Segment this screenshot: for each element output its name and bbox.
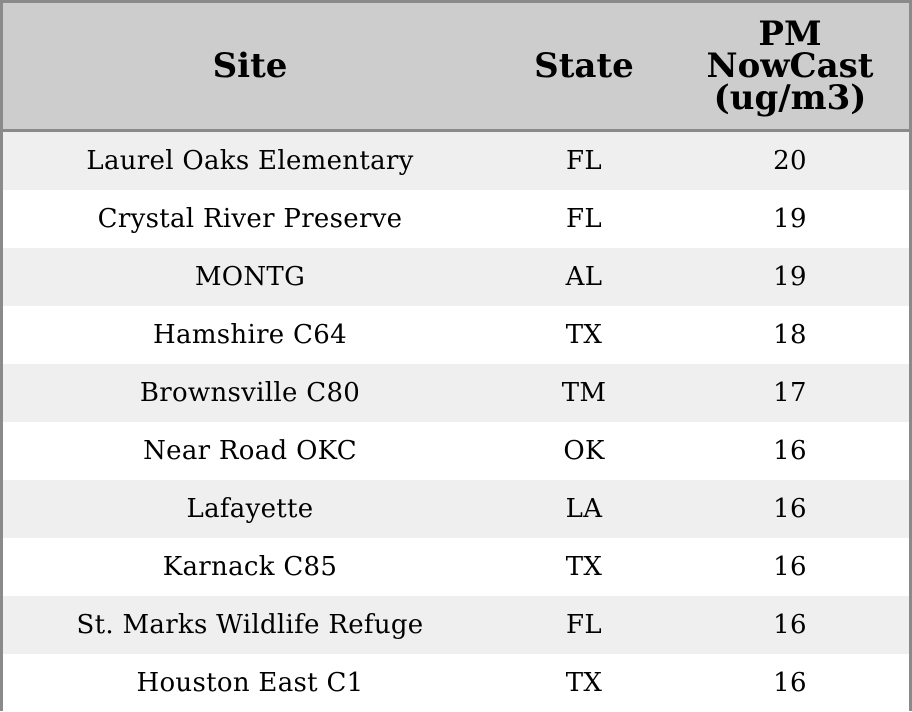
pm-nowcast-table: Site State PM NowCast (ug/m3) Laurel Oak… [3, 3, 909, 712]
state-cell: FL [497, 131, 671, 191]
pm-value-cell: 19 [671, 190, 909, 248]
table-body: Laurel Oaks Elementary FL 20 Crystal Riv… [3, 131, 909, 712]
site-cell: Hamshire C64 [3, 306, 497, 364]
state-cell: TM [497, 364, 671, 422]
table-row: Near Road OKC OK 16 [3, 422, 909, 480]
column-header-site-label: Site [213, 50, 288, 82]
table-row: Crystal River Preserve FL 19 [3, 190, 909, 248]
site-cell: Near Road OKC [3, 422, 497, 480]
site-cell: Crystal River Preserve [3, 190, 497, 248]
pm-value-cell: 19 [671, 248, 909, 306]
state-cell: TX [497, 654, 671, 712]
pm-value-cell: 18 [671, 306, 909, 364]
table-row: Lafayette LA 16 [3, 480, 909, 538]
table-row: Brownsville C80 TM 17 [3, 364, 909, 422]
state-cell: TX [497, 538, 671, 596]
column-header-state: State [497, 3, 671, 131]
state-cell: FL [497, 190, 671, 248]
site-cell: Houston East C1 [3, 654, 497, 712]
table-row: St. Marks Wildlife Refuge FL 16 [3, 596, 909, 654]
state-cell: FL [497, 596, 671, 654]
column-header-site: Site [3, 3, 497, 131]
column-header-pm-nowcast: PM NowCast (ug/m3) [671, 3, 909, 131]
table-row: Karnack C85 TX 16 [3, 538, 909, 596]
pm-value-cell: 16 [671, 596, 909, 654]
site-cell: Karnack C85 [3, 538, 497, 596]
state-cell: LA [497, 480, 671, 538]
header-row: Site State PM NowCast (ug/m3) [3, 3, 909, 131]
table-header: Site State PM NowCast (ug/m3) [3, 3, 909, 131]
site-cell: St. Marks Wildlife Refuge [3, 596, 497, 654]
pm-value-cell: 17 [671, 364, 909, 422]
table-row: Hamshire C64 TX 18 [3, 306, 909, 364]
site-cell: Laurel Oaks Elementary [3, 131, 497, 191]
site-cell: Brownsville C80 [3, 364, 497, 422]
table-row: Laurel Oaks Elementary FL 20 [3, 131, 909, 191]
column-header-pm-nowcast-label: PM NowCast (ug/m3) [707, 18, 874, 114]
pm-value-cell: 16 [671, 538, 909, 596]
state-cell: AL [497, 248, 671, 306]
pm-value-cell: 16 [671, 480, 909, 538]
state-cell: OK [497, 422, 671, 480]
table-row: MONTG AL 19 [3, 248, 909, 306]
site-cell: MONTG [3, 248, 497, 306]
column-header-state-label: State [534, 50, 634, 82]
site-cell: Lafayette [3, 480, 497, 538]
state-cell: TX [497, 306, 671, 364]
pm-value-cell: 16 [671, 422, 909, 480]
table-row: Houston East C1 TX 16 [3, 654, 909, 712]
pm-value-cell: 16 [671, 654, 909, 712]
pm-value-cell: 20 [671, 131, 909, 191]
